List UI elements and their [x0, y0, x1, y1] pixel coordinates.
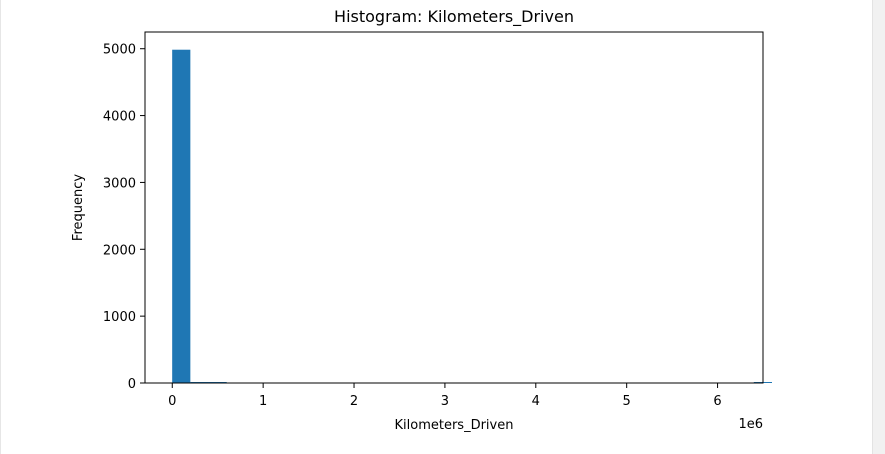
y-tick-label: 4000 [103, 110, 136, 125]
x-tick-label: 4 [532, 394, 540, 409]
histogram-bar [172, 49, 191, 384]
y-tick-label: 5000 [103, 43, 136, 58]
histogram-bars [172, 49, 772, 384]
x-tick-label: 0 [168, 394, 176, 409]
x-tick-label: 2 [350, 394, 358, 409]
y-tick-label: 0 [128, 377, 136, 392]
x-tick-label: 3 [441, 394, 449, 409]
y-tick-label: 2000 [103, 243, 136, 258]
x-tick-label: 5 [623, 394, 631, 409]
x-tick-label: 6 [713, 394, 721, 409]
chart-title: Histogram: Kilometers_Driven [334, 7, 574, 27]
y-axis-label: Frequency [71, 174, 86, 241]
x-axis-offset-label: 1e6 [738, 417, 763, 432]
x-axis-ticks: 0 1 2 3 4 5 6 [168, 383, 722, 409]
vertical-scrollbar[interactable] [872, 0, 885, 454]
y-axis-ticks: 0 1000 2000 3000 4000 5000 [103, 43, 145, 392]
y-tick-label: 3000 [103, 176, 136, 191]
cell-border [0, 0, 1, 454]
plot-frame [144, 31, 764, 384]
x-axis-label: Kilometers_Driven [395, 418, 514, 433]
y-tick-label: 1000 [103, 310, 136, 325]
x-tick-label: 1 [259, 394, 267, 409]
